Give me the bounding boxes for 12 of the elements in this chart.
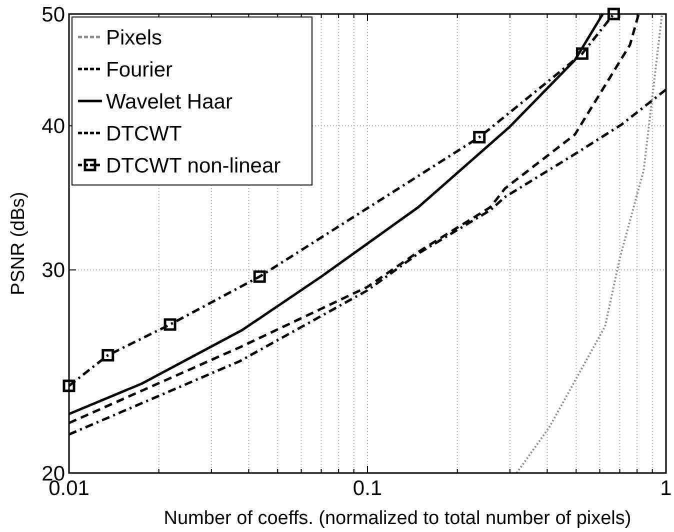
legend-label: Wavelet Haar <box>106 90 232 114</box>
y-axis-title: PSNR (dBs) <box>8 192 29 296</box>
y-tick-label: 40 <box>42 115 65 138</box>
legend-label: Pixels <box>106 26 162 50</box>
x-tick-label: 0.1 <box>352 477 382 500</box>
legend-label: Fourier <box>106 58 173 82</box>
y-tick-label: 30 <box>42 259 65 282</box>
x-axis-title: Number of coeffs. (normalized to total number of pixels) <box>164 508 632 529</box>
legend-label: DTCWT <box>106 122 182 146</box>
legend-label: DTCWT non-linear <box>106 154 281 178</box>
x-tick-label: 1 <box>660 477 672 500</box>
y-tick-label: 50 <box>42 3 65 26</box>
